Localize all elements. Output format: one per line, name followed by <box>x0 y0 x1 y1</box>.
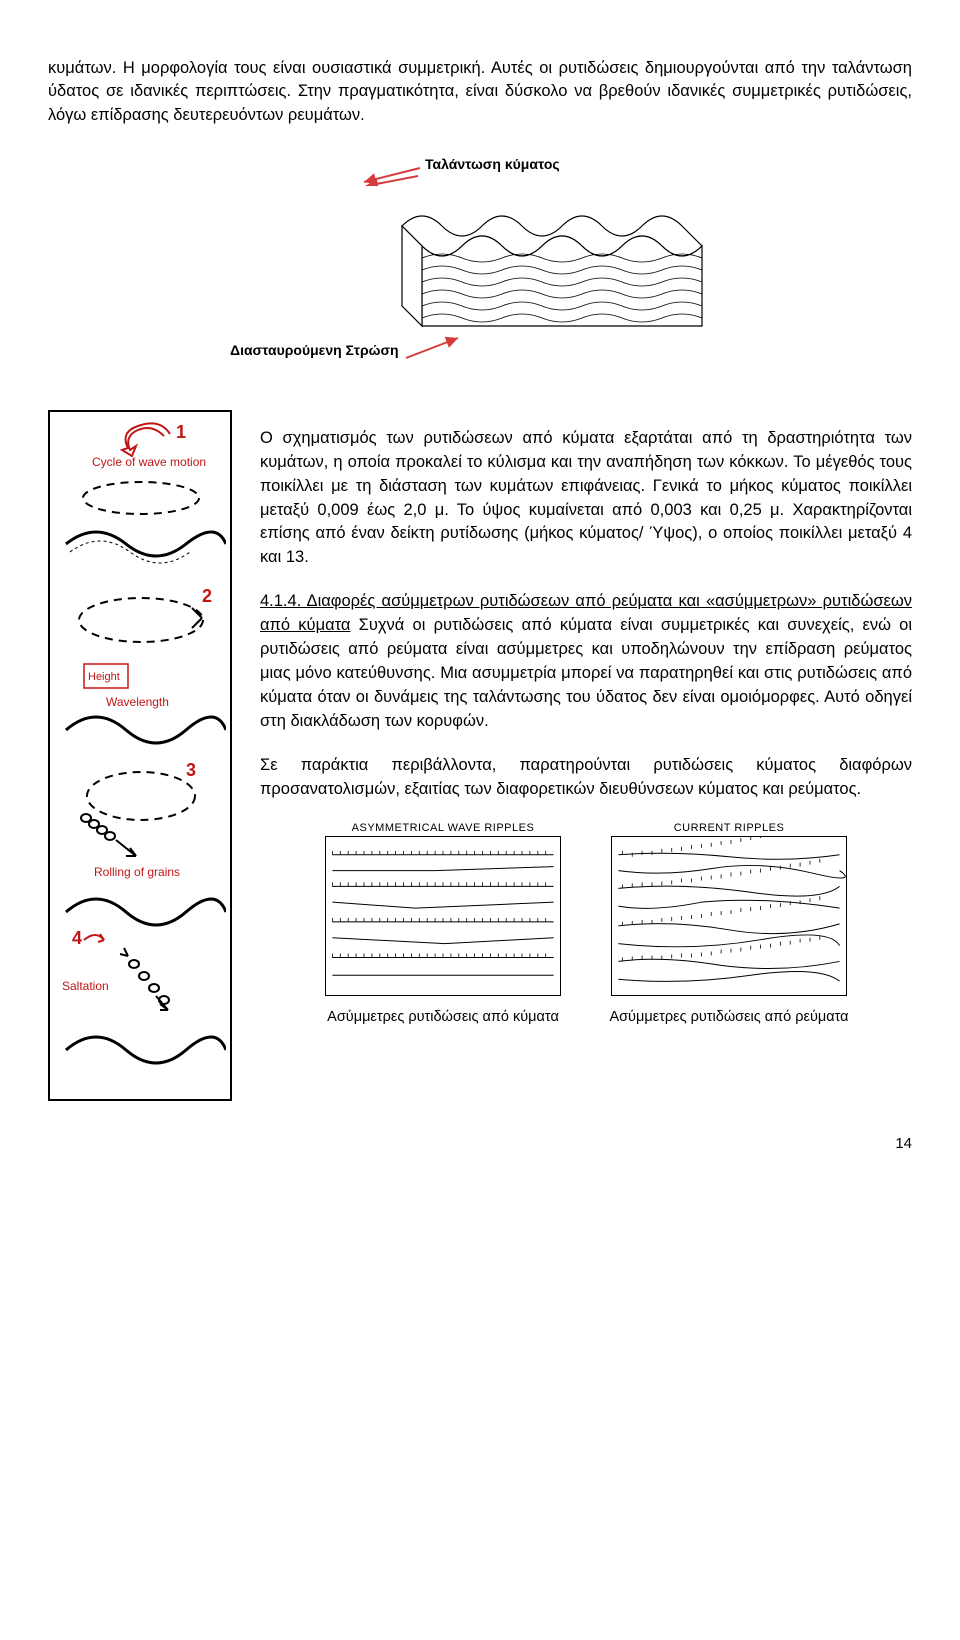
svg-text:2: 2 <box>202 586 212 606</box>
svg-text:Saltation: Saltation <box>62 979 109 993</box>
cycle-label: Cycle of wave motion <box>92 455 206 469</box>
ripple-right-title: CURRENT RIPPLES <box>604 822 854 834</box>
figure-wave-bedding: Ταλάντωση κύματος Διασταυρούμενη <box>48 156 912 366</box>
ripple-left-title: ASYMMETRICAL WAVE RIPPLES <box>318 822 568 834</box>
svg-text:1: 1 <box>176 422 186 442</box>
ripple-diagrams: ASYMMETRICAL WAVE RIPPLES <box>260 822 912 1028</box>
ripple-right-caption: Ασύμμετρες ρυτιδώσεις από ρεύματα <box>604 1008 854 1028</box>
wave-ripples-svg <box>325 836 561 996</box>
svg-text:4: 4 <box>72 928 82 948</box>
current-ripples-svg <box>611 836 847 996</box>
svg-text:Wavelength: Wavelength <box>106 695 169 709</box>
page-number: 14 <box>48 1135 912 1152</box>
arrow-icon <box>358 164 422 186</box>
fig1-label-bot: Διασταυρούμενη Στρώση <box>230 342 399 358</box>
intro-paragraph: κυμάτων. Η μορφολογία τους είναι ουσιαστ… <box>48 57 912 129</box>
svg-text:Height: Height <box>88 671 120 683</box>
svg-text:Rolling of grains: Rolling of grains <box>94 865 180 879</box>
wave-motion-svg: 1 Cycle of wave motion 2 Height Waveleng… <box>56 420 226 1080</box>
ripple-left-caption: Ασύμμετρες ρυτιδώσεις από κύματα <box>318 1008 568 1028</box>
arrow-icon <box>404 334 464 362</box>
paragraph-differences: 4.1.4. Διαφορές ασύμμετρων ρυτιδώσεων απ… <box>260 590 912 734</box>
wave-block-diagram <box>362 186 722 336</box>
paragraph-body: Συχνά οι ρυτιδώσεις από κύματα είναι συμ… <box>260 616 912 730</box>
wave-motion-figure: 1 Cycle of wave motion 2 Height Waveleng… <box>48 410 232 1101</box>
paragraph-formation: Ο σχηματισμός των ρυτιδώσεων από κύματα … <box>260 427 912 571</box>
paragraph-coastal: Σε παράκτια περιβάλλοντα, παρατηρούνται … <box>260 754 912 802</box>
fig1-label-top: Ταλάντωση κύματος <box>425 156 560 172</box>
svg-text:3: 3 <box>186 760 196 780</box>
